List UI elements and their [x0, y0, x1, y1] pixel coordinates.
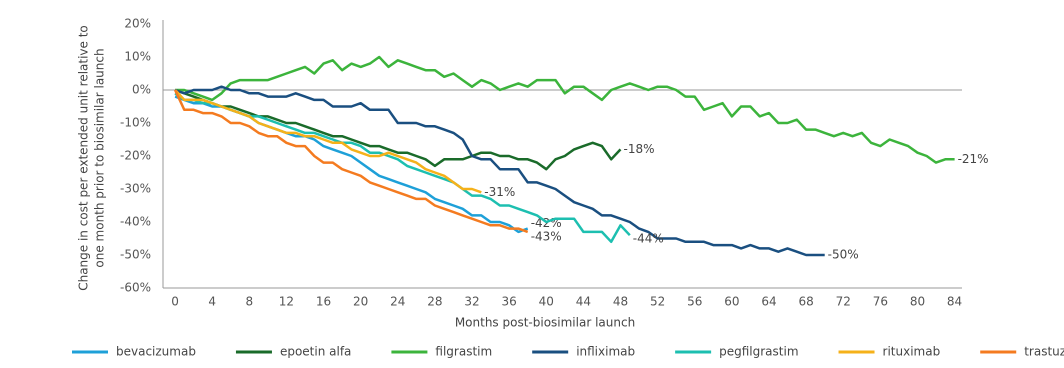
x-tick-label: 8: [245, 295, 253, 309]
x-tick-label: 80: [910, 295, 925, 309]
x-tick-label: 68: [798, 295, 813, 309]
x-tick-label: 52: [650, 295, 665, 309]
x-tick-label: 72: [836, 295, 851, 309]
series-line: [174, 95, 529, 234]
legend-label: epoetin alfa: [280, 345, 351, 359]
legend-label: pegfilgrastim: [719, 345, 798, 359]
end-label: -21%: [958, 152, 989, 166]
y-tick-label: 10%: [124, 50, 151, 64]
x-tick-label: 60: [724, 295, 739, 309]
y-tick-label: -20%: [120, 149, 151, 163]
y-tick-label: -40%: [120, 215, 151, 229]
x-tick-label: 56: [687, 295, 702, 309]
series-line: [174, 85, 825, 257]
x-tick-label: 24: [390, 295, 405, 309]
y-tick-label: -30%: [120, 182, 151, 196]
legend-label: trastuzumab: [1024, 345, 1064, 359]
end-label: -44%: [633, 232, 664, 246]
legend-label: bevacizumab: [116, 345, 196, 359]
x-tick-label: 4: [208, 295, 216, 309]
end-label: -18%: [623, 142, 654, 156]
y-tick-label: 20%: [124, 17, 151, 31]
x-tick-label: 36: [501, 295, 516, 309]
x-tick-label: 44: [576, 295, 591, 309]
legend-label: rituximab: [883, 345, 941, 359]
y-axis-title: one month prior to biosimilar launch: [93, 48, 107, 267]
x-tick-label: 16: [316, 295, 331, 309]
x-tick-label: 20: [353, 295, 368, 309]
y-tick-label: -10%: [120, 116, 151, 130]
series-line: [174, 88, 622, 171]
x-tick-label: 0: [171, 295, 179, 309]
x-tick-label: 28: [427, 295, 442, 309]
end-label: -50%: [828, 248, 859, 262]
x-tick-label: 76: [873, 295, 888, 309]
y-tick-label: -60%: [120, 281, 151, 295]
x-tick-label: 32: [464, 295, 479, 309]
legend-label: filgrastim: [435, 345, 492, 359]
x-tick-label: 40: [539, 295, 554, 309]
x-tick-label: 84: [947, 295, 962, 309]
x-axis-title: Months post-biosimilar launch: [455, 316, 635, 330]
end-label: -31%: [484, 185, 515, 199]
y-tick-label: 0%: [132, 83, 151, 97]
series-line: [174, 89, 482, 194]
y-tick-label: -50%: [120, 248, 151, 262]
legend-label: infliximab: [576, 345, 635, 359]
x-tick-label: 48: [613, 295, 628, 309]
series-line: [173, 89, 529, 234]
end-label: -43%: [531, 229, 562, 243]
x-tick-label: 64: [761, 295, 776, 309]
series-line: [175, 55, 955, 164]
y-axis-title: Change in cost per extended unit relativ…: [77, 25, 91, 291]
x-tick-label: 12: [279, 295, 294, 309]
